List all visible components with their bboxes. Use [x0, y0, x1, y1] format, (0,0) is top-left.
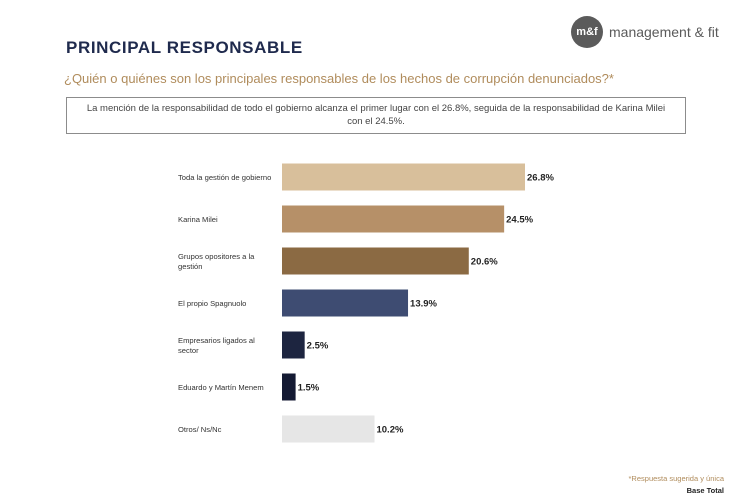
brand-logo: m&f management & fit [571, 16, 719, 48]
bar-3 [282, 247, 469, 275]
category-label-5-line-2: sector [178, 346, 199, 355]
category-label-5-line-1: Empresarios ligados al [178, 336, 255, 345]
survey-question: ¿Quién o quiénes son los principales res… [64, 71, 614, 86]
value-label-1: 26.8% [527, 173, 554, 184]
value-label-4: 13.9% [410, 299, 437, 310]
summary-note: La mención de la responsabilidad de todo… [66, 97, 686, 134]
value-label-2: 24.5% [506, 215, 533, 226]
logo-icon: m&f [571, 16, 603, 48]
category-label-2: Karina Milei [178, 215, 218, 224]
bar-7 [282, 415, 375, 443]
category-label-3-line-2: gestión [178, 262, 203, 271]
footnote: *Respuesta sugerida y única [628, 474, 724, 483]
value-label-7: 10.2% [376, 425, 403, 436]
summary-note-line-1: La mención de la responsabilidad de todo… [86, 103, 666, 114]
value-label-3: 20.6% [471, 257, 498, 268]
logo-text: management & fit [609, 24, 719, 40]
category-label-4: El propio Spagnuolo [178, 299, 246, 308]
category-label-1: Toda la gestión de gobierno [178, 173, 271, 182]
bar-2 [282, 205, 505, 233]
category-label-3-line-1: Grupos opositores a la [178, 252, 255, 261]
category-label-6: Eduardo y Martín Menem [178, 383, 264, 392]
value-label-6: 1.5% [298, 383, 320, 394]
page-title: PRINCIPAL RESPONSABLE [66, 38, 303, 57]
bar-5 [282, 331, 305, 359]
bar-6 [282, 373, 296, 401]
base-label: Base Total [686, 486, 724, 495]
bar-4 [282, 289, 409, 317]
value-label-5: 2.5% [307, 341, 329, 352]
category-label-7: Otros/ Ns/Nc [178, 425, 222, 434]
summary-note-line-2: con el 24.5%. [347, 116, 405, 127]
bar-1 [282, 163, 525, 191]
